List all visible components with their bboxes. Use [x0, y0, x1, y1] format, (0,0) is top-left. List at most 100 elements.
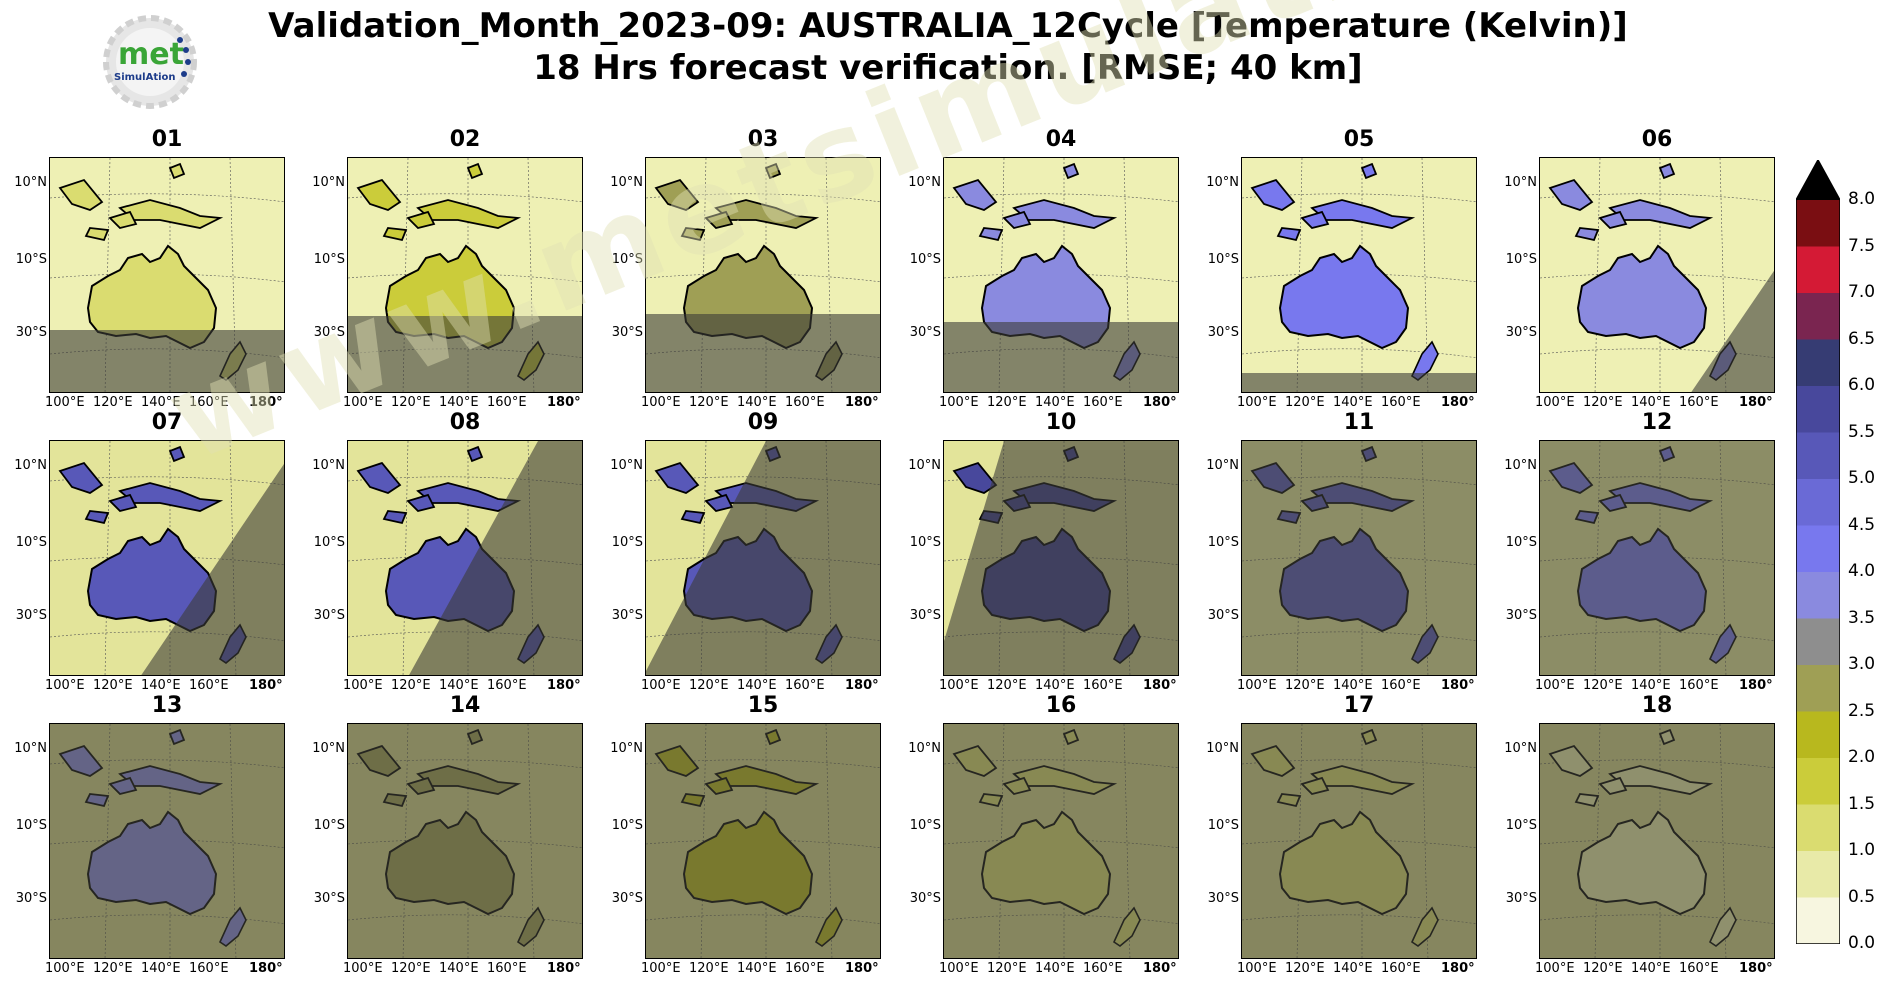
- lon-label: 120°E: [1285, 961, 1325, 976]
- lon-label: 120°E: [689, 961, 729, 976]
- lon-label: 180°: [1441, 395, 1475, 410]
- lat-label: 10°S: [909, 818, 941, 833]
- lon-label: 140°E: [141, 678, 181, 693]
- lon-label: 120°E: [93, 961, 133, 976]
- colorbar-tick-label: 6.5: [1848, 328, 1876, 349]
- lon-label: 120°E: [689, 395, 729, 410]
- lon-label: 140°E: [1035, 678, 1075, 693]
- lon-label: 100°E: [641, 961, 681, 976]
- lon-label: 180°: [845, 678, 879, 693]
- lon-label: 140°E: [141, 961, 181, 976]
- lon-label: 160°E: [1083, 678, 1123, 693]
- lat-label: 10°N: [1206, 741, 1239, 756]
- lat-label: 30°S: [611, 891, 643, 906]
- map-panel-03: [645, 157, 881, 393]
- colorbar-tick-label: 8.0: [1848, 189, 1876, 209]
- lon-label: 100°E: [1535, 678, 1575, 693]
- panel-title-09: 09: [747, 410, 779, 435]
- lon-label: 120°E: [689, 678, 729, 693]
- lon-label: 120°E: [1583, 678, 1623, 693]
- panel-title-02: 02: [449, 127, 481, 152]
- lon-label: 100°E: [1237, 961, 1277, 976]
- colorbar-segment: [1796, 711, 1840, 758]
- lat-label: 10°S: [15, 252, 47, 267]
- lon-label: 160°E: [1381, 961, 1421, 976]
- lon-label: 140°E: [439, 395, 479, 410]
- lon-label: 100°E: [45, 961, 85, 976]
- colorbar-segment: [1796, 246, 1840, 293]
- map-panel-02: [347, 157, 583, 393]
- lon-label: 120°E: [1285, 678, 1325, 693]
- colorbar-segment: [1796, 897, 1840, 944]
- lon-label: 140°E: [737, 961, 777, 976]
- lon-label: 160°E: [1083, 395, 1123, 410]
- lon-label: 180°: [1739, 961, 1773, 976]
- lon-label: 100°E: [939, 395, 979, 410]
- lat-label: 30°S: [1505, 608, 1537, 623]
- lon-label: 160°E: [785, 678, 825, 693]
- lat-label: 10°S: [1207, 535, 1239, 550]
- lat-label: 10°N: [312, 741, 345, 756]
- lon-label: 140°E: [1035, 961, 1075, 976]
- map-panel-18: [1539, 723, 1775, 959]
- panel-title-05: 05: [1343, 127, 1375, 152]
- colorbar-tick-label: 5.5: [1848, 421, 1876, 442]
- lon-label: 180°: [547, 961, 581, 976]
- lon-label: 160°E: [1381, 678, 1421, 693]
- lat-label: 30°S: [15, 891, 47, 906]
- lat-label: 10°S: [15, 535, 47, 550]
- met-simulation-logo: met SimulAtion: [103, 15, 197, 109]
- lon-label: 180°: [1739, 395, 1773, 410]
- colorbar-segment: [1796, 200, 1840, 247]
- lon-label: 140°E: [1333, 961, 1373, 976]
- lat-label: 10°S: [313, 818, 345, 833]
- lon-label: 100°E: [641, 678, 681, 693]
- lon-label: 100°E: [641, 395, 681, 410]
- panel-title-01: 01: [151, 127, 183, 152]
- lon-label: 140°E: [737, 395, 777, 410]
- colorbar-segment: [1796, 665, 1840, 712]
- colorbar-tick-label: 2.0: [1848, 747, 1876, 767]
- map-panel-16: [943, 723, 1179, 959]
- lon-label: 140°E: [439, 678, 479, 693]
- lon-label: 100°E: [1237, 678, 1277, 693]
- panel-title-04: 04: [1045, 127, 1077, 152]
- lat-label: 10°N: [1504, 175, 1537, 190]
- lon-label: 160°E: [1679, 678, 1719, 693]
- colorbar-segment: [1796, 386, 1840, 433]
- colorbar-tick-label: 4.5: [1848, 514, 1876, 535]
- colorbar-tick-label: 1.0: [1848, 840, 1876, 860]
- map-panel-11: [1241, 440, 1477, 676]
- map-panel-09: [645, 440, 881, 676]
- lat-label: 10°N: [1206, 458, 1239, 473]
- map-panel-17: [1241, 723, 1477, 959]
- lon-label: 120°E: [391, 678, 431, 693]
- lat-label: 10°S: [1505, 818, 1537, 833]
- lon-label: 100°E: [939, 678, 979, 693]
- map-panel-04: [943, 157, 1179, 393]
- colorbar-tick-label: 7.0: [1848, 282, 1876, 302]
- lon-label: 180°: [249, 395, 283, 410]
- panel-title-03: 03: [747, 127, 779, 152]
- colorbar-tick-label: 0.0: [1848, 933, 1876, 953]
- lon-label: 160°E: [785, 961, 825, 976]
- lon-label: 140°E: [1333, 678, 1373, 693]
- lon-label: 120°E: [391, 961, 431, 976]
- lon-label: 180°: [1441, 961, 1475, 976]
- lat-label: 10°N: [610, 175, 643, 190]
- colorbar-extend-arrow: [1796, 160, 1840, 200]
- panel-title-16: 16: [1045, 693, 1077, 718]
- lon-label: 120°E: [1583, 395, 1623, 410]
- lon-label: 140°E: [737, 678, 777, 693]
- colorbar-segment: [1796, 293, 1840, 340]
- lon-label: 180°: [1739, 678, 1773, 693]
- map-panel-07: [49, 440, 285, 676]
- lat-label: 10°S: [15, 818, 47, 833]
- map-panel-14: [347, 723, 583, 959]
- lon-label: 180°: [547, 678, 581, 693]
- lon-label: 140°E: [439, 961, 479, 976]
- lat-label: 10°N: [610, 741, 643, 756]
- panel-title-10: 10: [1045, 410, 1077, 435]
- colorbar-segment: [1796, 572, 1840, 619]
- lon-label: 100°E: [45, 395, 85, 410]
